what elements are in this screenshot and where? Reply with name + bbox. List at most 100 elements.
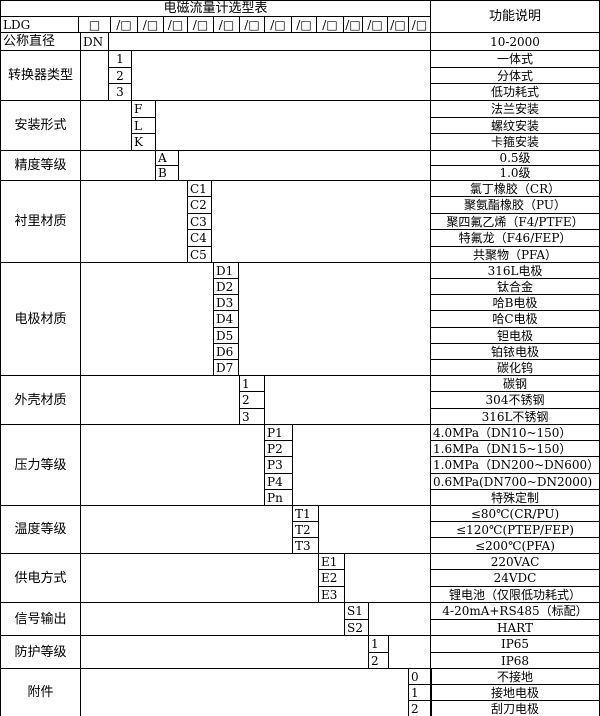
model-code-box: /□	[408, 16, 431, 33]
option-description: 316L电极	[430, 262, 600, 279]
option-code: Pn	[264, 489, 293, 506]
option-code: C2	[187, 196, 212, 214]
model-code-box: /□	[264, 16, 292, 33]
option-code: T2	[292, 521, 319, 538]
option-description: 哈B电极	[430, 294, 600, 311]
option-code: 3	[108, 83, 132, 101]
option-description: 钛合金	[430, 278, 600, 295]
table-title: 电磁流量计选型表	[0, 0, 431, 17]
option-code: 1	[408, 684, 431, 701]
model-code-box: /□	[387, 16, 409, 33]
option-code: L	[131, 117, 156, 134]
option-code: S1	[344, 602, 369, 620]
group-blank-left	[80, 262, 214, 376]
option-description: 刮刀电极	[430, 700, 600, 716]
group-blank-right	[238, 262, 431, 376]
option-description: 特殊定制	[430, 489, 600, 506]
model-code-box: □	[78, 16, 111, 33]
option-description: 1.6MPa（DN15~150）	[430, 440, 600, 457]
option-description: 碳钢	[430, 375, 600, 392]
option-code: 2	[408, 700, 431, 716]
nominal-label: 公称直径	[0, 32, 81, 51]
option-code: D1	[213, 262, 239, 279]
group-blank-right	[318, 505, 431, 554]
option-code: B	[155, 165, 179, 181]
option-code: C1	[187, 180, 212, 197]
option-code: C4	[187, 229, 212, 247]
option-code: P3	[264, 456, 293, 474]
model-code-box: /□	[213, 16, 240, 33]
option-code: D7	[213, 359, 239, 376]
model-prefix: LDG	[0, 16, 79, 33]
option-code: F	[131, 100, 156, 118]
group-blank-left	[80, 180, 188, 263]
model-code-box: /□	[110, 16, 138, 33]
group-label: 外壳材质	[0, 375, 81, 425]
option-description: HART	[430, 619, 600, 636]
model-code-box: /□	[137, 16, 164, 33]
group-label: 精度等级	[0, 150, 81, 181]
option-description: 一体式	[430, 50, 600, 68]
option-description: 220VAC	[430, 553, 600, 570]
group-blank-right	[368, 602, 431, 636]
option-code: 1	[368, 635, 389, 653]
option-description: 锂电池（仅限低功耗式）	[430, 586, 600, 603]
option-code: A	[155, 150, 179, 166]
option-code: T3	[292, 537, 319, 554]
model-code-box: /□	[343, 16, 363, 33]
option-description: 4-20mA+RS485（标配）	[430, 602, 600, 620]
option-description: 螺纹安装	[430, 117, 600, 134]
nominal-desc: 10-2000	[430, 32, 600, 51]
option-description: IP68	[430, 652, 600, 669]
option-description: 接地电极	[430, 684, 600, 701]
option-description: 铂铱电极	[430, 343, 600, 360]
group-blank-right	[388, 635, 431, 669]
option-description: 0.5级	[430, 150, 600, 166]
option-description: 碳化钨	[430, 359, 600, 376]
option-description: 聚四氟乙烯（F4/PTFE）	[430, 213, 600, 230]
option-description: 316L不锈钢	[430, 408, 600, 425]
group-blank-left	[80, 424, 265, 506]
group-label: 供电方式	[0, 553, 81, 603]
option-code: T1	[292, 505, 319, 522]
group-blank-right	[344, 553, 431, 603]
option-description: 低功耗式	[430, 83, 600, 101]
model-code-box: /□	[316, 16, 344, 33]
option-code: E3	[318, 586, 345, 603]
group-label: 信号输出	[0, 602, 81, 636]
group-blank-left	[80, 375, 240, 425]
option-code: 3	[239, 408, 265, 425]
option-code: P1	[264, 424, 293, 441]
option-description: 分体式	[430, 67, 600, 84]
option-code: 1	[108, 50, 132, 68]
option-code: C3	[187, 213, 212, 230]
option-code: E1	[318, 553, 345, 570]
group-label: 压力等级	[0, 424, 81, 506]
group-label: 附件	[0, 668, 81, 716]
option-code: E2	[318, 569, 345, 587]
group-blank-right	[264, 375, 431, 425]
model-code-box: /□	[239, 16, 265, 33]
group-blank-right	[211, 180, 431, 263]
option-code: S2	[344, 619, 369, 636]
option-code: P4	[264, 473, 293, 490]
option-code: D5	[213, 327, 239, 344]
option-code: K	[131, 133, 156, 151]
function-header: 功能说明	[430, 0, 600, 33]
group-blank-left	[80, 100, 132, 151]
option-description: 1.0MPa（DN200~DN600）	[430, 456, 600, 474]
option-description: 304不锈钢	[430, 391, 600, 409]
option-description: 聚氨酯橡胶（PU）	[430, 196, 600, 214]
option-description: 钽电极	[430, 327, 600, 344]
option-description: ≤80℃(CR/PU)	[430, 505, 600, 522]
option-description: 法兰安装	[430, 100, 600, 118]
option-code: 2	[108, 67, 132, 84]
option-code: 1	[239, 375, 265, 392]
option-description: 共聚物（PFA）	[430, 246, 600, 263]
group-label: 温度等级	[0, 505, 81, 554]
option-code: 2	[368, 652, 389, 669]
option-code: D3	[213, 294, 239, 311]
option-description: 不接地	[430, 668, 600, 685]
group-blank-left	[80, 602, 345, 636]
